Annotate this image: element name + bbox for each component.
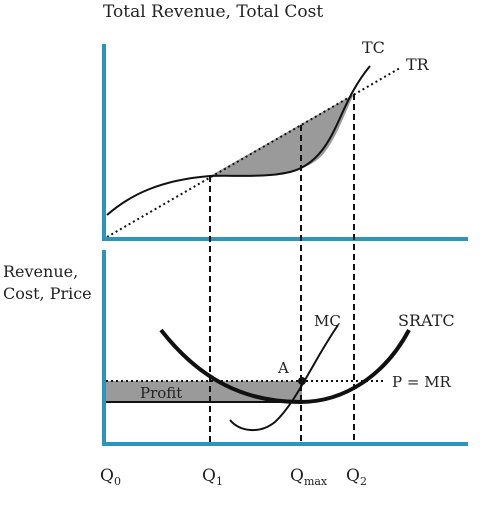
mc-label: MC: [314, 312, 341, 330]
q1-label: Q1: [202, 466, 223, 488]
sratc-curve: [159, 328, 411, 405]
bottom-ylabel-line2: Cost, Price: [3, 284, 92, 303]
point-a-label: A: [277, 359, 289, 377]
tc-curve: [106, 65, 371, 216]
top-panel-title: Total Revenue, Total Cost: [103, 2, 323, 22]
mc-curve: [229, 324, 339, 431]
q0-label: Q0: [100, 466, 121, 488]
tr-label: TR: [406, 55, 430, 74]
tc-label: TC: [362, 38, 385, 57]
sratc-label: SRATC: [398, 311, 455, 330]
profit-label: Profit: [140, 384, 182, 402]
bottom-ylabel-line1: Revenue,: [3, 262, 78, 281]
qmax-label: Qmax: [290, 466, 328, 488]
q2-label: Q2: [346, 466, 367, 488]
price-label: P = MR: [392, 373, 452, 391]
